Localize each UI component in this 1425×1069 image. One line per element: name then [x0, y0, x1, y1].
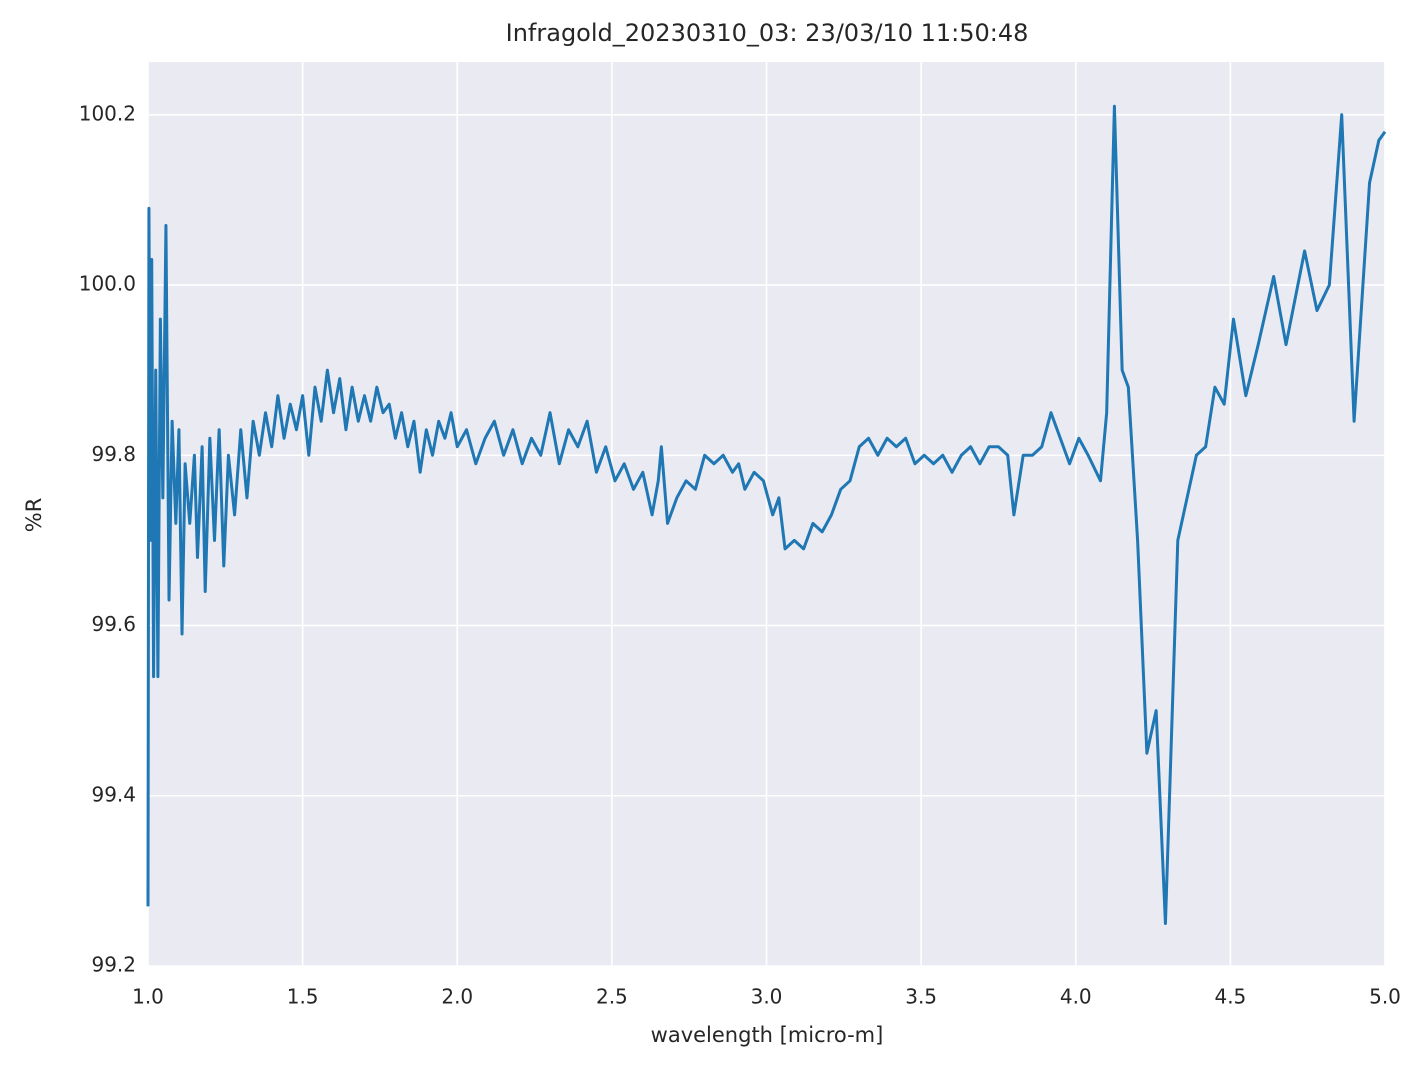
x-tick-label: 2.0 [441, 985, 473, 1009]
x-axis-label: wavelength [micro-m] [651, 1023, 884, 1047]
y-tick-label: 100.2 [79, 101, 136, 125]
x-tick-label: 5.0 [1369, 985, 1401, 1009]
x-tick-label: 2.5 [596, 985, 628, 1009]
y-tick-label: 99.6 [91, 612, 136, 636]
y-tick-label: 100.0 [79, 272, 136, 296]
x-tick-label: 3.0 [751, 985, 783, 1009]
y-tick-label: 99.2 [91, 953, 136, 977]
data-line [146, 104, 1387, 925]
x-tick-label: 3.5 [905, 985, 937, 1009]
y-axis-label: %R [22, 498, 46, 533]
grid [147, 62, 1386, 967]
x-tick-label: 1.0 [132, 985, 164, 1009]
chart-title: Infragold_20230310_03: 23/03/10 11:50:48 [506, 19, 1029, 47]
y-tick-label: 99.4 [91, 782, 136, 806]
y-tick-label: 99.8 [91, 442, 136, 466]
marks [146, 104, 1387, 925]
x-tick-label: 1.5 [287, 985, 319, 1009]
x-tick-label: 4.5 [1214, 985, 1246, 1009]
x-tick-label: 4.0 [1060, 985, 1092, 1009]
